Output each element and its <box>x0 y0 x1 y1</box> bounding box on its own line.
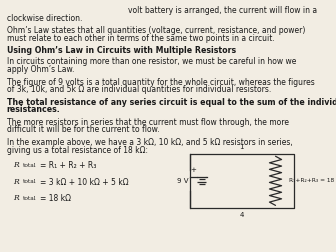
Text: must relate to each other in terms of the same two points in a circuit.: must relate to each other in terms of th… <box>7 34 275 43</box>
Text: In the example above, we have a 3 kΩ, 10 kΩ, and 5 kΩ resistors in series,: In the example above, we have a 3 kΩ, 10… <box>7 138 292 147</box>
Text: of 3k, 10k, and 5k Ω are individual quantities for individual resistors.: of 3k, 10k, and 5k Ω are individual quan… <box>7 85 271 94</box>
Text: volt battery is arranged, the current will flow in a: volt battery is arranged, the current wi… <box>128 6 317 15</box>
Text: = 3 kΩ + 10 kΩ + 5 kΩ: = 3 kΩ + 10 kΩ + 5 kΩ <box>40 178 129 187</box>
Text: The more resistors in series that the current must flow through, the more: The more resistors in series that the cu… <box>7 118 289 127</box>
Text: apply Ohm’s Law.: apply Ohm’s Law. <box>7 65 74 74</box>
Text: clockwise direction.: clockwise direction. <box>7 14 82 23</box>
Text: In circuits containing more than one resistor, we must be careful in how we: In circuits containing more than one res… <box>7 57 296 67</box>
Text: resistances.: resistances. <box>7 105 60 114</box>
Text: 1: 1 <box>240 144 244 150</box>
Text: total: total <box>23 196 37 201</box>
Text: total: total <box>23 179 37 184</box>
Text: R₁+R₂+R₃ = 18 kΩ: R₁+R₂+R₃ = 18 kΩ <box>289 178 336 183</box>
Text: R: R <box>13 178 19 186</box>
Text: total: total <box>23 163 37 168</box>
Text: The figure of 9 volts is a total quantity for the whole circuit, whereas the fig: The figure of 9 volts is a total quantit… <box>7 78 314 87</box>
Text: R: R <box>13 194 19 202</box>
Text: +: + <box>190 167 196 173</box>
Text: = R₁ + R₂ + R₃: = R₁ + R₂ + R₃ <box>40 161 97 170</box>
Text: Using Ohm’s Law in Circuits with Multiple Resistors: Using Ohm’s Law in Circuits with Multipl… <box>7 46 236 55</box>
Text: difficult it will be for the current to flow.: difficult it will be for the current to … <box>7 125 159 135</box>
Text: 4: 4 <box>240 212 244 218</box>
Text: The total resistance of any series circuit is equal to the sum of the individual: The total resistance of any series circu… <box>7 98 336 107</box>
Text: R: R <box>13 161 19 169</box>
Text: 9 V: 9 V <box>177 178 189 184</box>
Text: Ohm’s Law states that all quantities (voltage, current, resistance, and power): Ohm’s Law states that all quantities (vo… <box>7 26 305 36</box>
Text: = 18 kΩ: = 18 kΩ <box>40 194 71 203</box>
Text: giving us a total resistance of 18 kΩ:: giving us a total resistance of 18 kΩ: <box>7 146 148 155</box>
